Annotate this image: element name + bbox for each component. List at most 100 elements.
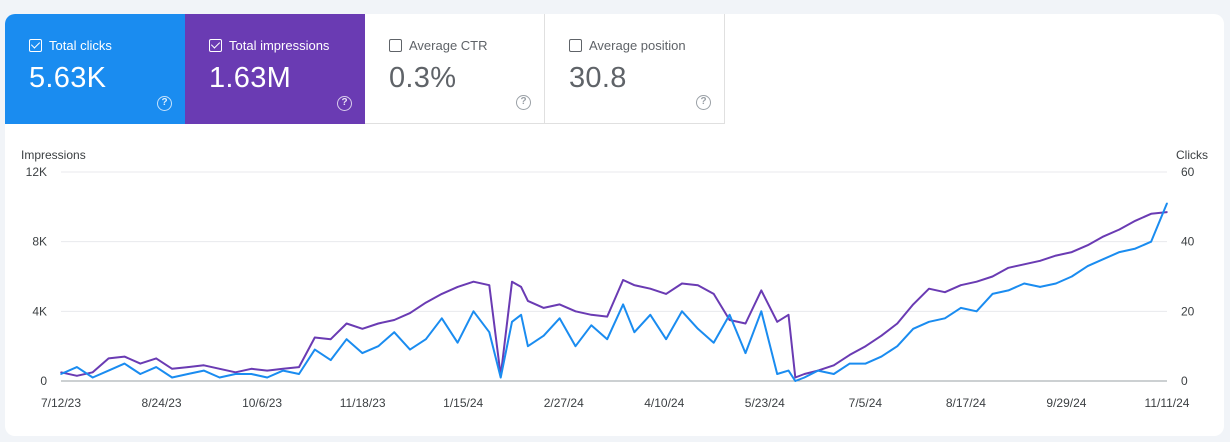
y-axis-title-left: Impressions xyxy=(21,148,86,162)
x-tick-label: 11/11/24 xyxy=(1145,396,1190,410)
data-point-impressions xyxy=(896,322,899,325)
x-tick-label: 7/5/24 xyxy=(849,396,883,410)
data-point-clicks xyxy=(1086,265,1089,267)
data-point-impressions xyxy=(520,286,522,288)
data-point-clicks xyxy=(234,373,237,375)
data-point-impressions xyxy=(234,371,237,374)
data-point-clicks xyxy=(864,362,867,365)
data-point-clicks xyxy=(697,327,699,330)
data-point-impressions xyxy=(91,371,94,374)
data-point-clicks xyxy=(712,341,715,344)
data-point-clicks xyxy=(558,317,561,320)
data-point-clicks xyxy=(606,338,609,341)
metric-label: Average CTR xyxy=(409,38,488,53)
help-icon[interactable]: ? xyxy=(157,96,172,111)
data-point-impressions xyxy=(833,364,835,367)
x-tick-label: 1/15/24 xyxy=(443,396,483,410)
data-point-clicks xyxy=(361,352,364,354)
help-icon[interactable]: ? xyxy=(516,95,531,110)
data-point-clicks xyxy=(488,331,491,334)
data-point-impressions xyxy=(472,280,475,283)
data-point-clicks xyxy=(959,307,962,309)
checkbox-unchecked-icon[interactable] xyxy=(389,39,402,52)
data-point-impressions xyxy=(1007,266,1010,269)
data-point-impressions xyxy=(1071,251,1073,253)
y-axis-title-right: Clicks xyxy=(1176,148,1208,162)
help-icon[interactable]: ? xyxy=(337,96,352,111)
data-point-impressions xyxy=(681,282,683,285)
data-point-impressions xyxy=(665,293,667,295)
data-point-impressions xyxy=(60,371,62,374)
metric-value: 1.63M xyxy=(209,62,292,94)
x-tick-label: 8/17/24 xyxy=(946,396,986,410)
data-point-impressions xyxy=(409,312,411,314)
data-point-clicks xyxy=(171,376,173,379)
y-left-tick-label: 0 xyxy=(40,374,47,388)
data-point-clicks xyxy=(649,314,652,316)
data-point-impressions xyxy=(848,354,851,356)
x-tick-label: 11/18/23 xyxy=(340,396,386,410)
data-point-impressions xyxy=(1086,244,1089,246)
metric-card-total-clicks[interactable]: Total clicks 5.63K ? xyxy=(5,14,185,124)
metric-card-average-position[interactable]: Average position 30.8 ? xyxy=(545,14,725,124)
data-point-clicks xyxy=(574,345,577,347)
checkbox-checked-icon[interactable] xyxy=(209,39,222,52)
data-point-clicks xyxy=(202,369,205,372)
data-point-impressions xyxy=(712,293,715,295)
data-point-clicks xyxy=(155,366,157,368)
data-point-impressions xyxy=(1055,254,1057,257)
data-point-impressions xyxy=(944,291,946,293)
data-point-clicks xyxy=(409,348,411,351)
data-point-impressions xyxy=(266,369,269,372)
data-point-clicks xyxy=(456,341,459,344)
metric-card-total-impressions[interactable]: Total impressions 1.63M ? xyxy=(185,14,365,124)
data-point-clicks xyxy=(60,373,62,375)
data-point-clicks xyxy=(1150,240,1152,243)
data-point-clicks xyxy=(880,355,883,358)
y-left-tick-label: 12K xyxy=(26,165,47,179)
performance-card: Impressions Clicks 0 0 4K 20 8K 40 12K 60 7/12/2… xyxy=(5,14,1224,436)
data-point-clicks xyxy=(1023,282,1026,285)
x-tick-label: 8/24/23 xyxy=(142,396,182,410)
data-point-impressions xyxy=(298,366,300,368)
data-point-clicks xyxy=(440,317,443,320)
data-point-clicks xyxy=(681,310,683,313)
data-point-clicks xyxy=(760,310,763,313)
help-icon[interactable]: ? xyxy=(696,95,711,110)
data-point-impressions xyxy=(574,310,577,313)
data-point-clicks xyxy=(776,373,778,375)
data-point-impressions xyxy=(728,319,731,321)
data-point-clicks xyxy=(511,320,513,323)
data-point-impressions xyxy=(329,338,332,341)
data-point-impressions xyxy=(155,357,157,360)
data-point-clicks xyxy=(266,376,269,379)
data-point-impressions xyxy=(250,368,253,370)
data-point-impressions xyxy=(622,279,624,281)
data-point-clicks xyxy=(393,331,395,334)
data-point-impressions xyxy=(912,303,914,306)
data-point-clicks xyxy=(744,352,747,354)
metric-card-average-ctr[interactable]: Average CTR 0.3% ? xyxy=(365,14,545,124)
data-point-clicks xyxy=(282,369,284,372)
data-point-impressions xyxy=(314,336,316,339)
y-left-tick-label: 8K xyxy=(32,235,47,249)
data-point-clicks xyxy=(665,338,667,341)
data-point-clicks xyxy=(329,359,332,361)
data-point-clicks xyxy=(1055,282,1057,285)
data-point-impressions xyxy=(456,286,459,288)
data-point-clicks xyxy=(848,362,851,365)
series-line-clicks xyxy=(60,202,1168,382)
data-point-clicks xyxy=(590,324,593,327)
x-tick-label: 2/27/24 xyxy=(544,396,584,410)
checkbox-checked-icon[interactable] xyxy=(29,39,42,52)
data-point-impressions xyxy=(606,315,609,318)
data-point-clicks xyxy=(944,317,946,320)
y-left-tick-label: 4K xyxy=(32,304,47,318)
data-point-clicks xyxy=(187,373,189,375)
checkbox-unchecked-icon[interactable] xyxy=(569,39,582,52)
data-point-clicks xyxy=(345,338,348,341)
data-point-impressions xyxy=(139,362,142,365)
data-point-clicks xyxy=(91,376,94,379)
data-point-clicks xyxy=(817,369,819,372)
data-point-impressions xyxy=(440,293,443,295)
